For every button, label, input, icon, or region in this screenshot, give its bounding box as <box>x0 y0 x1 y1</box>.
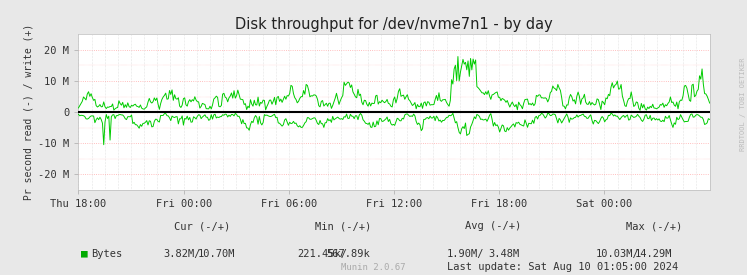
Text: 10.03M/: 10.03M/ <box>596 249 640 259</box>
Text: Bytes: Bytes <box>91 249 123 259</box>
Text: 221.45k/: 221.45k/ <box>297 249 347 259</box>
Text: 3.48M: 3.48M <box>488 249 519 259</box>
Text: 1.90M/: 1.90M/ <box>447 249 484 259</box>
Text: RRDTOOL / TOBI OETIKER: RRDTOOL / TOBI OETIKER <box>740 58 746 151</box>
Text: 567.89k: 567.89k <box>326 249 370 259</box>
Text: 14.29M: 14.29M <box>635 249 672 259</box>
Text: Munin 2.0.67: Munin 2.0.67 <box>341 263 406 272</box>
Text: 10.70M: 10.70M <box>198 249 235 259</box>
Text: 3.82M/: 3.82M/ <box>163 249 200 259</box>
Text: Cur (-/+): Cur (-/+) <box>173 221 230 231</box>
Text: Avg (-/+): Avg (-/+) <box>465 221 521 231</box>
Text: Max (-/+): Max (-/+) <box>625 221 682 231</box>
Text: ■: ■ <box>81 249 87 259</box>
Text: Min (-/+): Min (-/+) <box>315 221 372 231</box>
Title: Disk throughput for /dev/nvme7n1 - by day: Disk throughput for /dev/nvme7n1 - by da… <box>235 17 553 32</box>
Text: Last update: Sat Aug 10 01:05:00 2024: Last update: Sat Aug 10 01:05:00 2024 <box>447 262 678 272</box>
Y-axis label: Pr second read (-) / write (+): Pr second read (-) / write (+) <box>24 24 34 200</box>
